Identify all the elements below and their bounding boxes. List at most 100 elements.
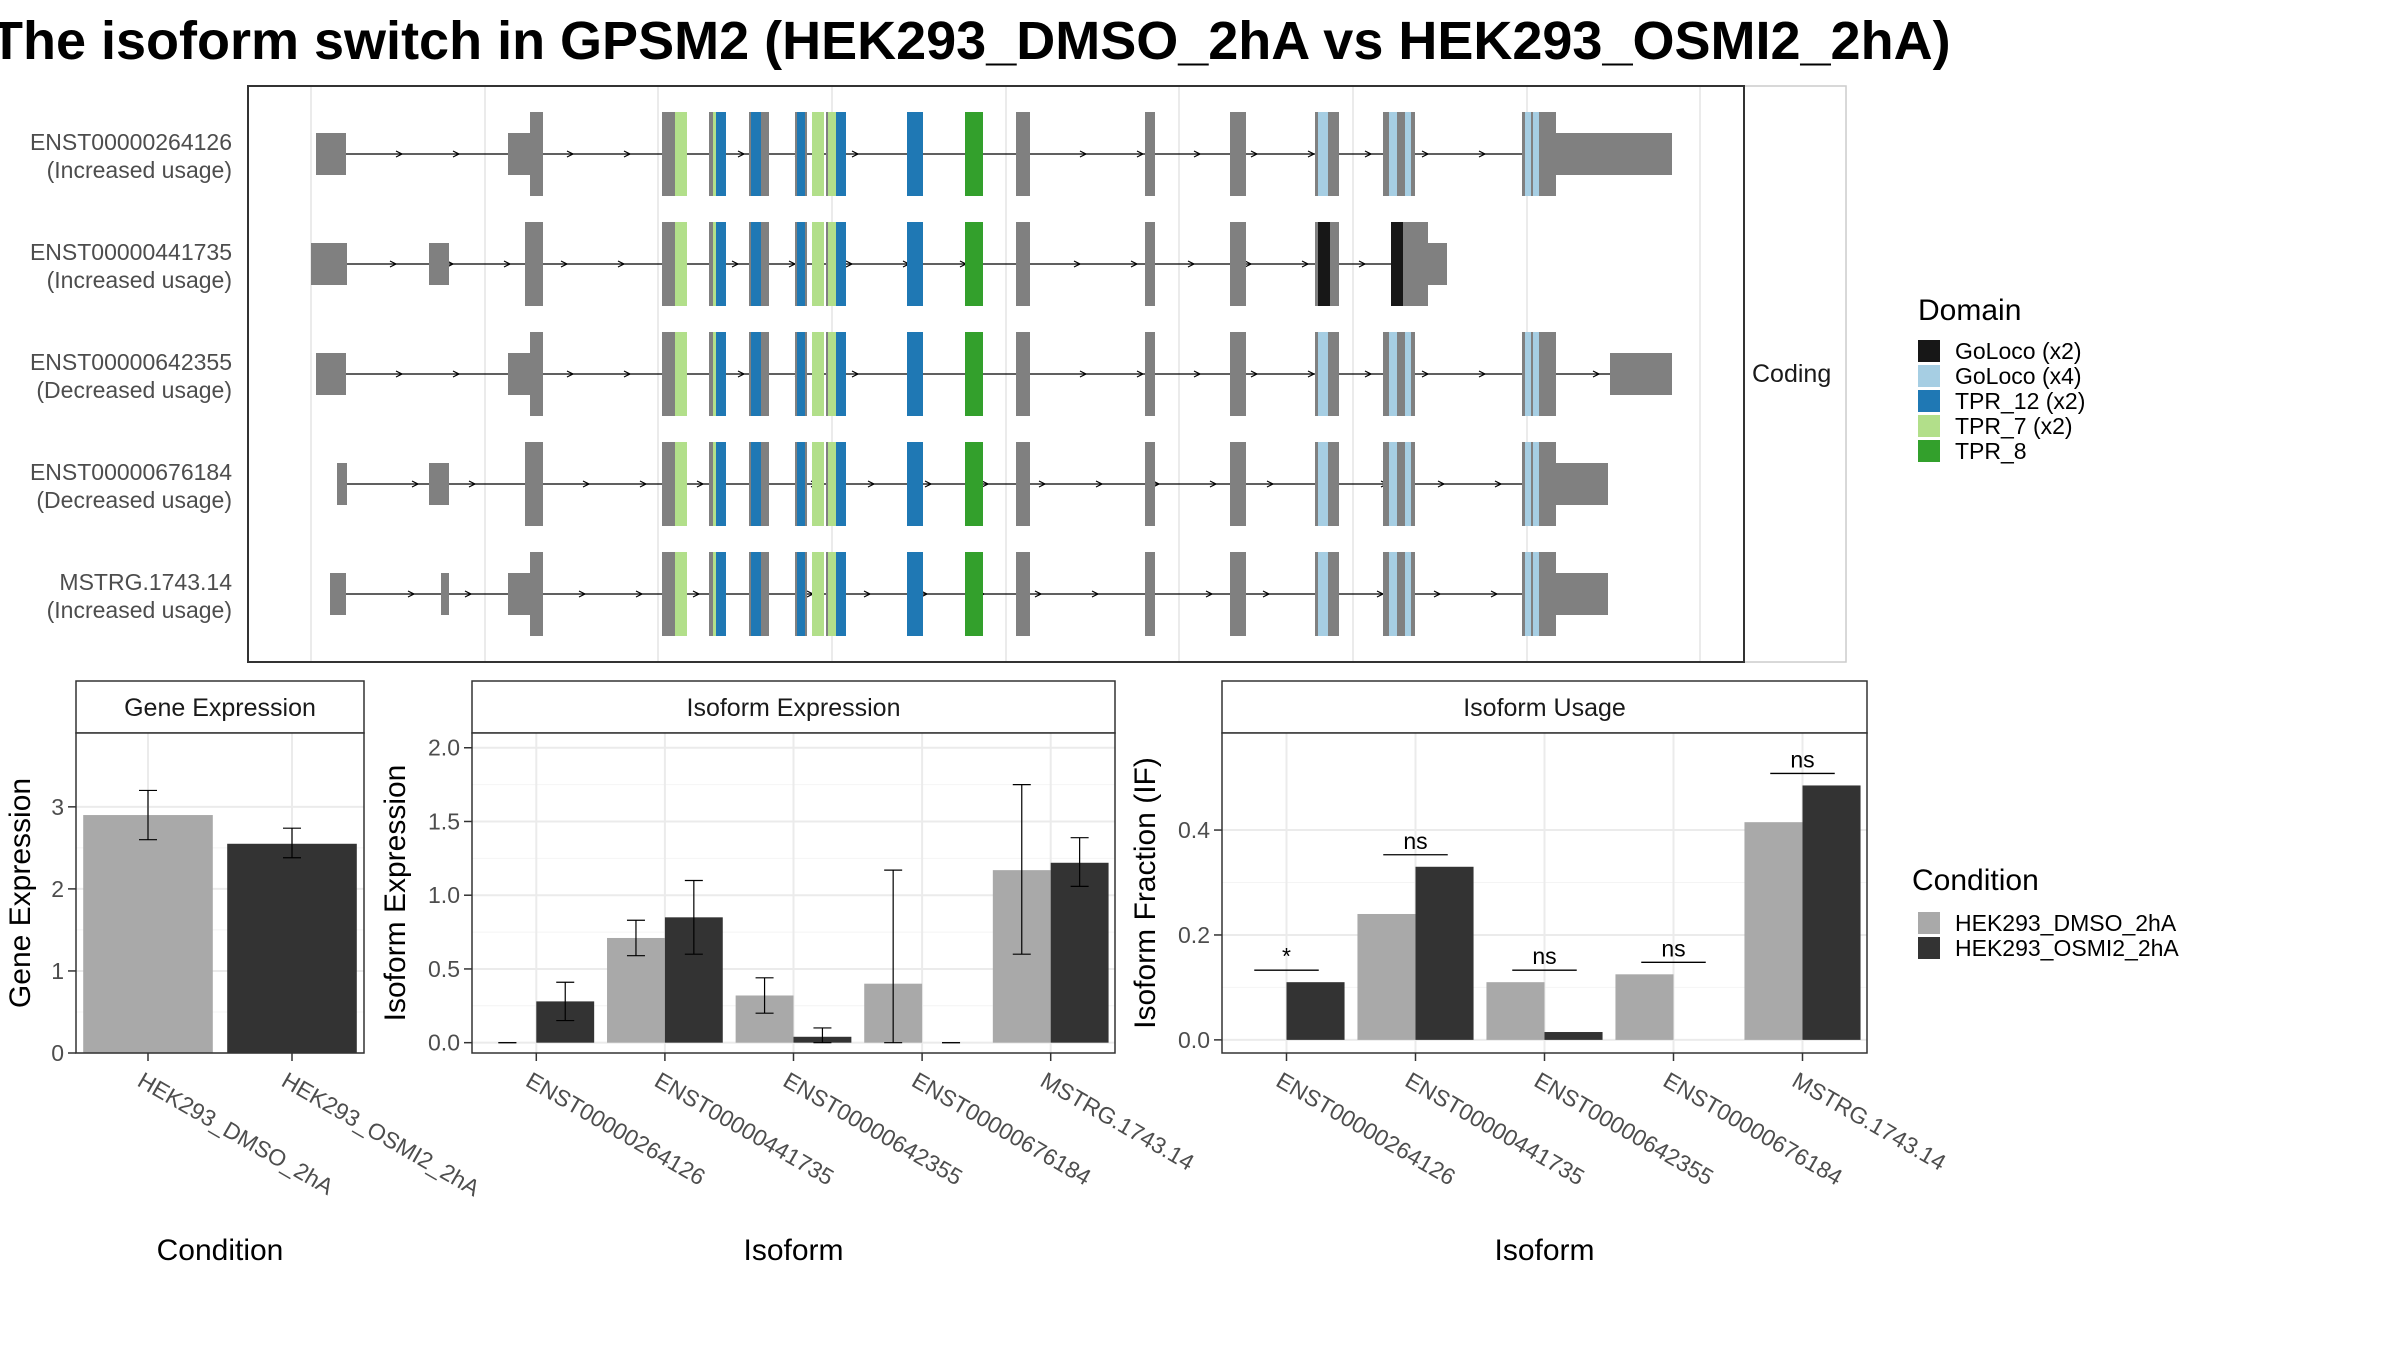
exon [429,243,449,285]
bar [1744,822,1803,1040]
panel-border [75,732,365,1054]
condition-legend-label: HEK293_DMSO_2hA [1955,910,2177,936]
bar [1544,1032,1603,1040]
transcript-usage-label: (Increased usage) [47,157,232,183]
transcript-usage-label: (Increased usage) [47,597,232,623]
strand-arrow [1209,480,1218,488]
domain-GoLoco_x2 [1318,222,1330,306]
panel-strip [75,680,365,734]
x-axis-title: Condition [157,1234,284,1267]
exon [525,222,531,306]
domain-TPR_7_x2 [828,442,838,526]
exon [1230,222,1246,306]
exon [662,552,676,636]
transcript-id-label: ENST00000441735 [30,239,232,265]
strand-arrow [1136,150,1145,158]
domain-TPR_7_x2 [812,332,824,416]
domain-TPR_12_x2 [907,112,923,196]
strand-arrow [1130,260,1139,268]
exon [1546,353,1556,395]
strand-arrow [560,260,569,268]
domain-TPR_12_x2 [716,332,726,416]
strand-arrow [1079,370,1088,378]
domain-TPR_8 [965,332,983,416]
domain-legend-label: TPR_8 [1955,438,2027,464]
exon [1145,222,1155,306]
domain-GoLoco_x4 [1318,552,1328,636]
domain-legend-key [1918,365,1940,387]
strand-arrow [1187,260,1196,268]
exon [429,463,449,505]
exon [330,573,346,615]
panel-strip-label: Isoform Expression [687,694,901,722]
domain-legend-key [1918,390,1940,412]
exon [337,463,347,505]
strand-arrow [1038,480,1047,488]
chart-title-container: The isoform switch in GPSM2 (HEK293_DMSO… [0,0,2400,84]
strand-arrow [851,150,860,158]
strand-arrow [407,590,416,598]
bar [83,815,213,1053]
significance-label: * [1282,943,1291,969]
exon [1016,552,1030,636]
domain-TPR_12_x2 [797,442,805,526]
y-tick-label: 0.0 [428,1030,460,1056]
strand-arrow [1095,480,1104,488]
strand-arrow [1478,370,1487,378]
exon [1230,112,1246,196]
domain-GoLoco_x4 [1405,332,1411,416]
strand-arrow [389,260,398,268]
bar [1415,866,1474,1040]
domain-GoLoco_x4 [1533,332,1539,416]
strand-arrow [639,480,648,488]
domain-GoLoco_x4 [1318,112,1328,196]
exon [1230,442,1246,526]
domain-GoLoco_x4 [1389,442,1397,526]
y-tick-label: 3 [51,794,64,820]
strand-arrow [468,480,477,488]
significance-label: ns [1790,746,1814,772]
strand-arrow [1421,370,1430,378]
exon [1145,332,1155,416]
strand-arrow [1358,260,1367,268]
structure-plot-border [247,85,1745,663]
exon [1145,442,1155,526]
transcript-id-label: ENST00000264126 [30,129,232,155]
facet-strip [1743,85,1847,663]
strand-arrow [731,260,740,268]
exon [1230,552,1246,636]
panel-strip [471,680,1116,734]
strand-arrow [1364,370,1373,378]
domain-TPR_7_x2 [828,222,838,306]
exon [531,332,543,416]
y-tick-label: 0.4 [1178,817,1210,843]
y-axis-title: Isoform Expression [379,765,412,1022]
strand-arrow [464,590,473,598]
domain-TPR_12_x2 [907,442,923,526]
domain-TPR_12_x2 [751,332,761,416]
domain-TPR_7_x2 [812,552,824,636]
strand-arrow [1250,370,1259,378]
strand-arrow [503,260,512,268]
transcript-id-label: ENST00000642355 [30,349,232,375]
exon [1540,463,1608,505]
y-tick-label: 1.0 [428,882,460,908]
gene-expression-panel: Gene Expression0123HEK293_DMSO_2hAHEK293… [4,680,485,1267]
exon [1610,353,1672,395]
domain-TPR_7_x2 [675,222,687,306]
strand-arrow [1205,590,1214,598]
exon [1016,222,1030,306]
domain-TPR_12_x2 [836,552,846,636]
strand-arrow [1592,370,1601,378]
condition-legend-key [1918,912,1940,934]
exon [531,112,543,196]
strand-arrow [1421,150,1430,158]
domain-legend-label: TPR_7 (x2) [1955,413,2073,439]
domain-GoLoco_x4 [1318,442,1328,526]
panel-strip [1221,680,1868,734]
domain-TPR_7_x2 [828,112,838,196]
strand-arrow [395,150,404,158]
strand-arrow [867,480,876,488]
bar [1050,862,1109,1043]
x-axis-title: Isoform [743,1234,843,1267]
